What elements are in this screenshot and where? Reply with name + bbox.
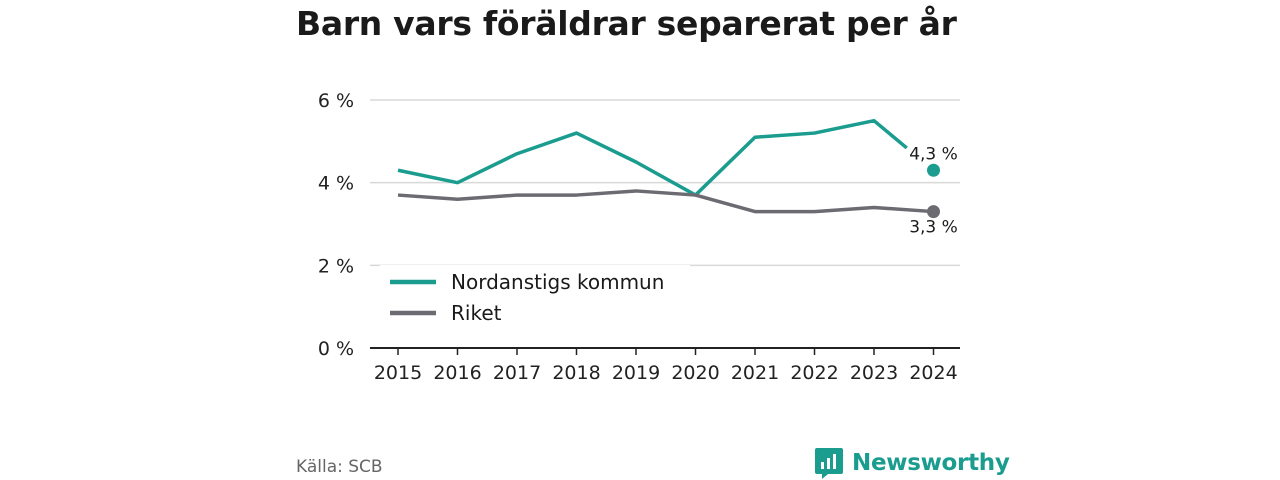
x-tick-label: 2016 — [433, 362, 481, 384]
end-labels: 4,3 % 3,3 % — [908, 143, 960, 238]
series-line-riket — [397, 189, 928, 214]
end-label-nordanstigs-kommun: 4,3 % — [909, 144, 958, 164]
end-label-riket: 3,3 % — [909, 218, 958, 238]
brand-logo: Newsworthy — [814, 446, 1010, 480]
x-tick-label: 2017 — [493, 362, 541, 384]
x-tick-label: 2019 — [612, 362, 660, 384]
source-note: Källa: SCB — [296, 457, 383, 477]
brand-name: Newsworthy — [852, 450, 1010, 476]
y-tick-label: 4 % — [318, 173, 354, 195]
x-tick-label: 2018 — [552, 362, 600, 384]
series-end-point-nordanstigs-kommun — [927, 163, 940, 177]
legend-label: Nordanstigs kommun — [451, 270, 664, 294]
y-tick-label: 2 % — [318, 255, 354, 277]
x-tick-label: 2023 — [850, 362, 898, 384]
series-lines — [397, 118, 940, 219]
x-tick-label: 2015 — [374, 362, 422, 384]
y-tick-label: 0 % — [318, 338, 354, 360]
series-line-nordanstigs-kommun — [397, 118, 908, 197]
newsworthy-logo-icon — [815, 448, 843, 479]
legend-background — [380, 265, 690, 335]
x-tick-label: 2024 — [909, 362, 957, 384]
x-tick-label: 2020 — [671, 362, 719, 384]
y-tick-label: 6 % — [318, 90, 354, 112]
y-axis-ticks: 0 % 2 % 4 % 6 % — [318, 90, 354, 360]
legend: Nordanstigs kommun Riket — [380, 265, 690, 335]
x-tick-label: 2022 — [790, 362, 838, 384]
chart-title: Barn vars föräldrar separerat per år — [296, 4, 957, 43]
legend-label: Riket — [451, 301, 502, 325]
x-axis-ticks: 2015 2016 2017 2018 2019 2020 2021 2022 2023 2024 — [374, 348, 958, 384]
series-end-point-riket — [927, 205, 940, 219]
x-tick-label: 2021 — [731, 362, 779, 384]
